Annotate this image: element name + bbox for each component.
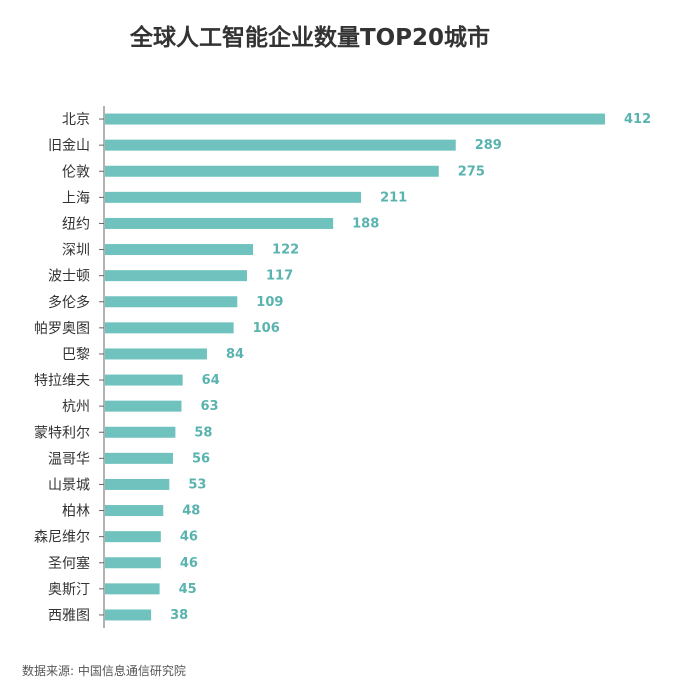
category-label: 特拉维夫: [34, 373, 90, 389]
value-label: 56: [192, 451, 210, 466]
bar: [105, 400, 182, 412]
category-label: 西雅图: [48, 608, 90, 624]
category-label: 伦敦: [62, 164, 90, 180]
value-label: 109: [256, 295, 283, 310]
bar: [105, 452, 173, 464]
category-label: 杭州: [62, 399, 90, 415]
category-label: 帕罗奥图: [34, 320, 90, 337]
category-label: 山景城: [48, 477, 90, 493]
category-label: 蒙特利尔: [34, 425, 90, 441]
category-label: 波士顿: [48, 269, 90, 285]
value-label: 45: [179, 582, 197, 597]
category-label: 北京: [62, 112, 90, 128]
bar: [105, 113, 605, 125]
bar: [105, 191, 362, 203]
bar: [105, 505, 164, 517]
category-label: 纽约: [62, 216, 90, 232]
value-label: 211: [380, 190, 407, 205]
value-label: 188: [352, 216, 379, 231]
category-label: 旧金山: [48, 138, 90, 154]
category-label: 巴黎: [62, 347, 90, 363]
value-label: 117: [266, 269, 293, 284]
value-label: 106: [253, 321, 280, 336]
bar: [105, 165, 439, 177]
value-label: 46: [180, 556, 198, 571]
category-label: 森尼维尔: [34, 530, 90, 546]
value-label: 64: [202, 373, 220, 388]
data-source-note: 数据来源: 中国信息通信研究院: [22, 664, 186, 678]
category-label: 上海: [62, 190, 90, 206]
category-label: 深圳: [62, 243, 90, 259]
bar: [105, 322, 234, 334]
bar: [105, 426, 176, 438]
value-label: 48: [182, 504, 200, 519]
bar: [105, 244, 254, 256]
bar: [105, 374, 183, 386]
bar: [105, 557, 161, 569]
value-label: 275: [458, 164, 485, 179]
category-label: 温哥华: [48, 451, 90, 467]
bar: [105, 531, 161, 543]
value-label: 122: [272, 243, 299, 258]
bar: [105, 583, 160, 595]
bar: [105, 348, 207, 360]
category-label: 奥斯汀: [48, 581, 90, 598]
value-label: 84: [226, 347, 244, 362]
value-label: 412: [624, 112, 651, 127]
value-label: 63: [200, 399, 218, 414]
bar: [105, 217, 334, 229]
value-label: 289: [475, 138, 502, 153]
bar: [105, 270, 247, 282]
chart-title: 全球人工智能企业数量TOP20城市: [129, 25, 491, 51]
category-label: 多伦多: [48, 294, 90, 311]
value-label: 58: [194, 425, 212, 440]
category-label: 圣何塞: [48, 555, 90, 572]
value-label: 38: [170, 608, 188, 623]
value-label: 46: [180, 530, 198, 545]
bar: [105, 139, 456, 151]
category-label: 柏林: [62, 504, 90, 520]
bar: [105, 478, 170, 490]
value-label: 53: [188, 477, 206, 492]
bar: [105, 609, 152, 621]
bar: [105, 296, 238, 308]
